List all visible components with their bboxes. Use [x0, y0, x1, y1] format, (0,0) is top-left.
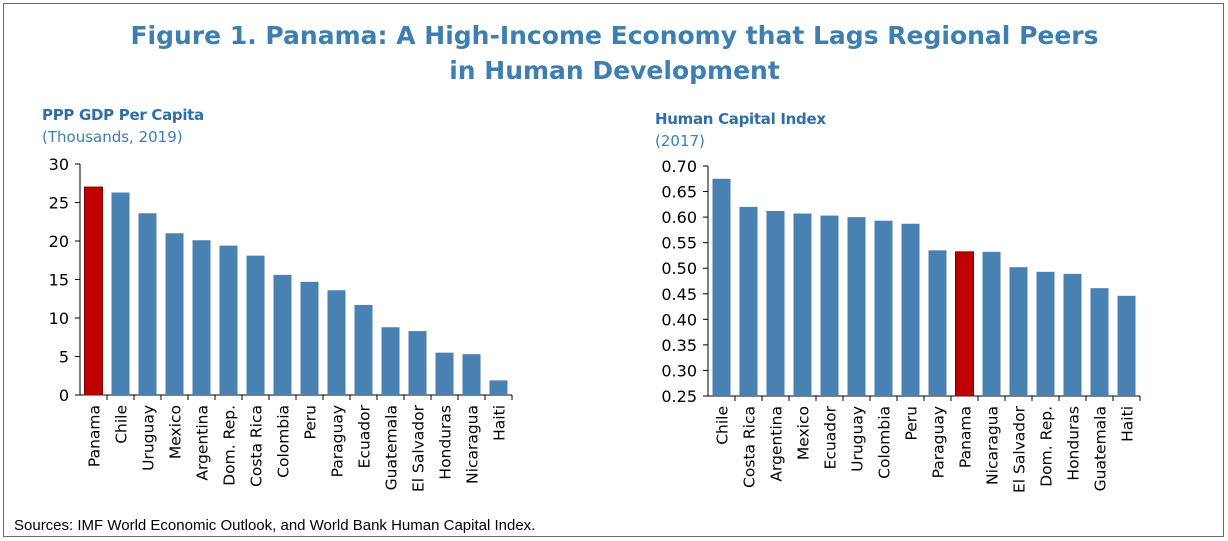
bar-colombia — [273, 274, 292, 395]
y-tick-label: 0.60 — [661, 208, 697, 227]
y-tick-label: 0.40 — [661, 310, 697, 329]
bar-argentina — [766, 210, 785, 396]
bar-nicaragua — [982, 251, 1001, 396]
bar-honduras — [1063, 273, 1082, 396]
y-tick-label: 0.55 — [661, 234, 697, 253]
hci-chart-subtitle: (2017) — [655, 132, 705, 150]
bar-chile — [712, 178, 731, 396]
x-tick-label: Guatemala — [383, 405, 401, 490]
y-tick-label: 0 — [59, 386, 69, 405]
x-tick-label: Costa Rica — [248, 405, 266, 487]
x-tick-label: Paraguay — [930, 406, 948, 478]
x-tick-label: Colombia — [876, 406, 894, 479]
y-tick-label: 0.35 — [661, 336, 697, 355]
y-tick-label: 20 — [49, 232, 69, 251]
bar-nicaragua — [462, 354, 481, 395]
x-tick-label: Haiti — [491, 405, 509, 441]
bar-el-salvador — [408, 331, 427, 395]
y-tick-label: 15 — [49, 271, 69, 290]
bar-uruguay — [138, 213, 157, 395]
bar-honduras — [435, 352, 454, 395]
x-tick-label: Guatemala — [1092, 406, 1110, 491]
bar-colombia — [874, 220, 893, 396]
bar-ecuador — [354, 304, 373, 395]
x-tick-label: Mexico — [167, 405, 185, 459]
gdp-per-capita-chart: 0 5 10 15 20 25 30 Panama Chile Uruguay Mexico Arge… — [49, 155, 513, 492]
x-tick-label: Paraguay — [329, 405, 347, 477]
y-tick-label: 0.65 — [661, 183, 697, 202]
x-tick-label: Honduras — [1065, 406, 1083, 481]
figure-title: Figure 1. Panama: A High-Income Economy … — [4, 18, 1225, 88]
x-tick-label: Nicaragua — [464, 405, 482, 484]
x-tick-label: Chile — [113, 405, 131, 444]
x-tick-label: Costa Rica — [741, 406, 759, 488]
x-tick-label: Nicaragua — [984, 406, 1002, 485]
x-tick-label: Panama — [86, 405, 104, 467]
bar-dom-rep — [1036, 271, 1055, 396]
y-tick-label: 0.25 — [661, 387, 697, 406]
x-tick-label: Uruguay — [849, 406, 867, 472]
y-tick-label: 0.45 — [661, 285, 697, 304]
bar-costa-rica — [246, 255, 265, 395]
x-tick-label: Ecuador — [356, 404, 374, 468]
figure-frame: Figure 1. Panama: A High-Income Economy … — [3, 3, 1224, 537]
x-tick-label: Chile — [714, 406, 732, 445]
bar-uruguay — [847, 217, 866, 396]
bar-paraguay — [327, 290, 346, 395]
x-tick-label: Panama — [957, 406, 975, 468]
bar-mexico — [793, 213, 812, 396]
x-tick-label: Peru — [302, 405, 320, 440]
x-tick-label: Mexico — [795, 406, 813, 460]
bar-chile — [111, 192, 130, 395]
figure-title-line-2: in Human Development — [449, 56, 780, 85]
y-tick-label: 30 — [49, 155, 69, 174]
x-tick-label: El Salvador — [1011, 405, 1029, 493]
bar-haiti — [1117, 295, 1136, 396]
bar-el-salvador — [1009, 267, 1028, 396]
y-tick-label: 25 — [49, 194, 69, 213]
human-capital-index-chart: 0.25 0.30 0.35 0.40 0.45 0.50 0.55 0.60 0.65 0.70… — [661, 157, 1141, 493]
y-tick-label: 0.70 — [661, 157, 697, 176]
x-tick-label: Dom. Rep. — [221, 405, 239, 486]
y-tick-label: 0.50 — [661, 259, 697, 278]
bar-panama — [955, 251, 974, 397]
y-tick-label: 10 — [49, 309, 69, 328]
bar-peru — [901, 223, 920, 396]
bar-mexico — [165, 233, 184, 395]
bar-dom-rep — [219, 245, 238, 395]
figure-title-line-1: Figure 1. Panama: A High-Income Economy … — [130, 21, 1099, 50]
source-note: Sources: IMF World Economic Outlook, and… — [14, 517, 536, 534]
bar-ecuador — [820, 215, 839, 396]
x-tick-label: Honduras — [437, 405, 455, 480]
x-tick-label: Uruguay — [140, 405, 158, 471]
y-tick-label: 5 — [59, 348, 69, 367]
bar-peru — [300, 281, 319, 395]
gdp-chart-title: PPP GDP Per Capita — [42, 106, 204, 124]
x-tick-label: Haiti — [1119, 406, 1137, 442]
y-tick-label: 0.30 — [661, 361, 697, 380]
bar-costa-rica — [739, 206, 758, 396]
x-tick-label: Dom. Rep. — [1038, 406, 1056, 487]
gdp-chart-subtitle: (Thousands, 2019) — [42, 128, 183, 146]
bar-paraguay — [928, 250, 947, 396]
bar-haiti — [489, 380, 508, 395]
x-tick-label: Ecuador — [822, 405, 840, 469]
x-tick-label: Colombia — [275, 405, 293, 478]
bar-guatemala — [1090, 288, 1109, 396]
hci-chart-title: Human Capital Index — [655, 110, 826, 128]
bar-panama — [84, 186, 103, 396]
x-tick-label: Argentina — [194, 405, 212, 481]
x-tick-label: Peru — [903, 406, 921, 441]
x-tick-label: El Salvador — [410, 404, 428, 492]
x-tick-label: Argentina — [768, 406, 786, 482]
bar-argentina — [192, 240, 211, 395]
bar-guatemala — [381, 327, 400, 395]
